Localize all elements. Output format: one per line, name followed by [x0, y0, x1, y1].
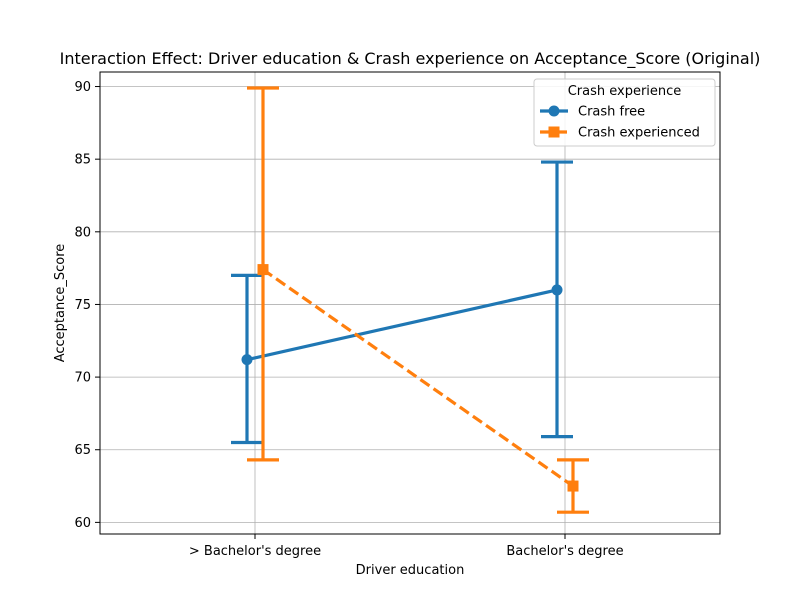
- y-tick-label: 65: [74, 443, 91, 458]
- axes: 60 65 70 75 80 85 90 > Bachelor's degree Bachelo…: [74, 71, 721, 559]
- legend: Crash experience Crash free Crash experien…: [533, 78, 716, 147]
- x-tick-label: > Bachelor's degree: [189, 544, 321, 559]
- series-line: [246, 288, 558, 362]
- y-tick-label: 75: [74, 298, 91, 313]
- y-tick-label: 80: [74, 225, 91, 240]
- legend-box: [533, 78, 716, 147]
- y-tick-label: 60: [74, 516, 91, 531]
- data-point: [567, 480, 579, 492]
- legend-marker: [548, 126, 560, 138]
- x-axis-label: Driver education: [356, 563, 465, 578]
- data-point: [241, 354, 253, 366]
- data-point: [551, 284, 563, 296]
- x-tick-label: Bachelor's degree: [506, 544, 623, 559]
- y-tick-label: 90: [74, 80, 91, 95]
- legend-marker: [548, 105, 560, 117]
- series-layer: [231, 86, 589, 514]
- y-tick-label: 70: [74, 371, 91, 386]
- y-axis-label: Acceptance_Score: [53, 244, 68, 363]
- plot-frame: [99, 71, 721, 535]
- legend-label: Crash experienced: [578, 126, 700, 141]
- legend-label: Crash free: [578, 105, 645, 120]
- legend-title: Crash experience: [568, 84, 682, 99]
- y-tick-label: 85: [74, 153, 91, 168]
- chart-title: Interaction Effect: Driver education & C…: [60, 49, 761, 69]
- series-crash-free: [231, 160, 573, 445]
- series-crash-experienced: [247, 86, 589, 514]
- data-point: [257, 264, 269, 276]
